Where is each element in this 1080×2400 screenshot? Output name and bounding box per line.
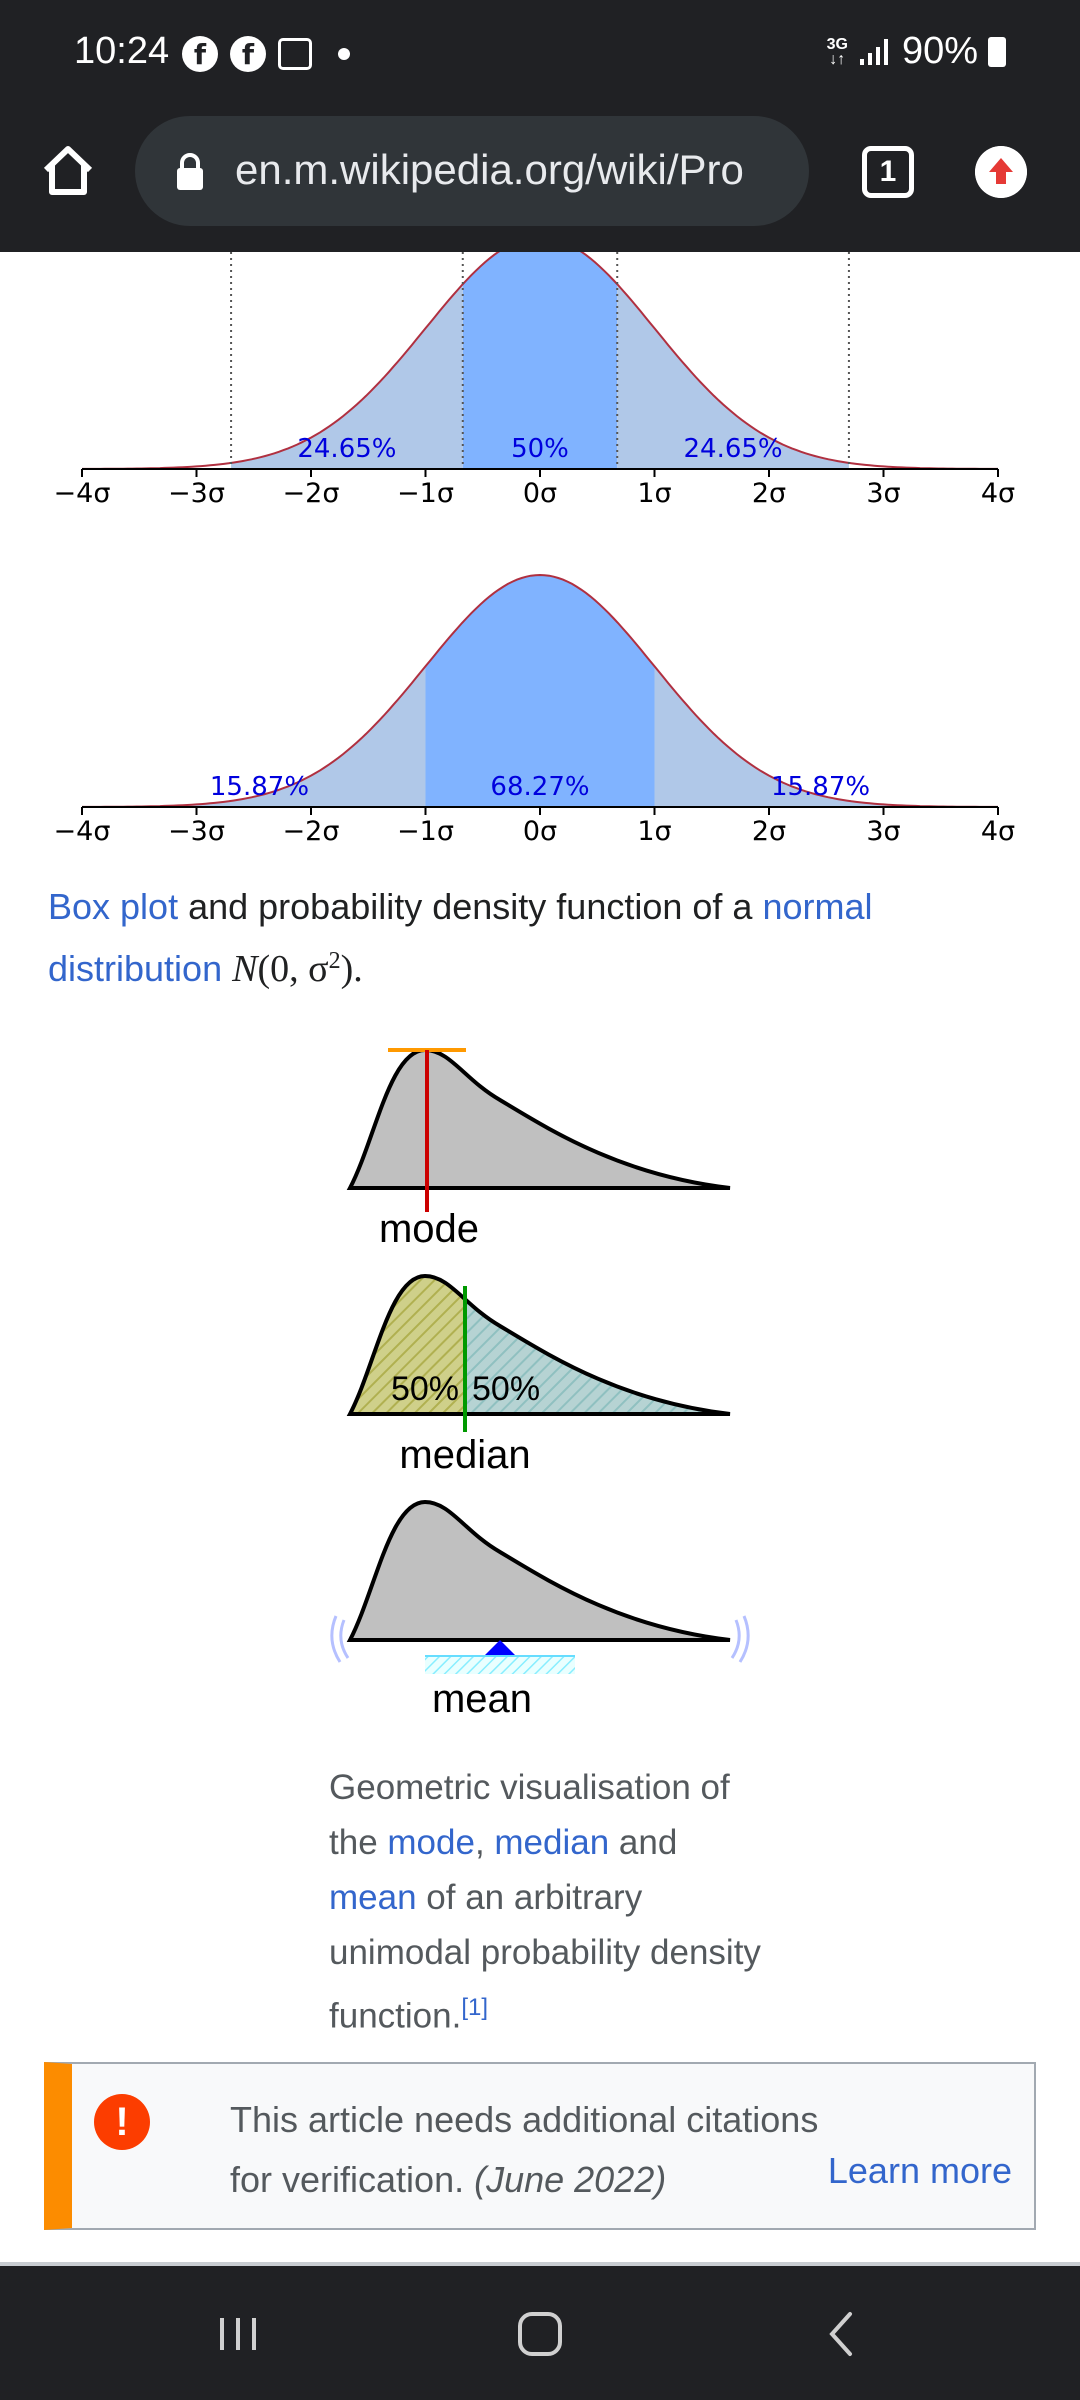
geometric-caption: Geometric visualisation of the mode, med… [329,1760,769,2044]
address-bar[interactable]: en.m.wikipedia.org/wiki/Pro [135,116,809,226]
pdf-curve [82,573,998,808]
pdf-curve [82,252,998,470]
status-bar: 10:24 f f 3G ↓↑ 90% [0,0,1080,110]
home-nav-icon[interactable] [508,2302,572,2366]
math-N: N [232,948,258,990]
region-percent-label: 68.27% [490,772,589,802]
mean-link[interactable]: mean [329,1878,417,1917]
notice-date: (June 2022) [474,2159,667,2200]
x-tick-label: 4σ [981,478,1015,509]
shaded-region [82,666,426,807]
median-right-label: 50% [472,1370,540,1408]
x-tick-label: 2σ [752,478,786,509]
system-icons: 3G ↓↑ 90% [827,30,1006,73]
geo-caption-and: and [609,1823,678,1862]
notification-icons: f f [182,36,350,72]
mean-label: mean [432,1677,532,1721]
x-tick-label: −3σ [168,816,225,847]
region-percent-label: 50% [511,434,569,464]
x-tick-label: −2σ [283,816,340,847]
citation-notice[interactable]: ! This article needs additional citation… [44,2062,1036,2230]
x-tick-label: 4σ [981,816,1015,847]
reference-link[interactable]: [1] [461,1994,488,2021]
mode-median-mean-diagram: mode 50% 50% median mean [330,1047,750,1721]
median-label: median [399,1433,530,1477]
status-time: 10:24 [74,30,170,72]
facebook-icon: f [230,36,266,72]
recent-apps-icon[interactable] [206,2302,270,2366]
geo-caption-end: of an arbitrary unimodal probability den… [329,1878,761,2036]
normal-distribution-quartile-chart: −4σ −3σ −2σ −1σ 0σ 1σ 2σ 3σ 4σ 50% 24.65% 24.65% [54,252,1015,509]
navigation-bar [0,2266,1080,2400]
mode-link[interactable]: mode [387,1823,475,1862]
figure-caption: Box plot and probability density functio… [48,880,1048,996]
x-tick-label: −2σ [283,478,340,509]
exclamation-icon: ! [94,2094,150,2150]
shaded-region [425,575,655,807]
normal-distribution-sigma-chart: −4σ −3σ −2σ −1σ 0σ 1σ 2σ 3σ 4σ 68.27% 15.87% 15.87% [54,573,1015,847]
shaded-region [617,284,849,469]
shaded-region [462,252,618,469]
box-plot-link[interactable]: Box plot [48,886,179,927]
region-percent-label: 15.87% [771,772,870,802]
x-tick-label: −3σ [168,478,225,509]
x-tick-label: −4σ [54,478,111,509]
shaded-region [231,284,463,469]
battery-percent: 90% [901,30,978,72]
signal-icon [859,38,888,65]
x-tick-label: 3σ [866,478,900,509]
url-text[interactable]: en.m.wikipedia.org/wiki/Pro [235,146,744,193]
facebook-icon: f [182,36,218,72]
x-tick-label: 0σ [523,478,557,509]
x-tick-label: 2σ [752,816,786,847]
more-notifications-icon [338,48,350,60]
x-tick-label: 1σ [637,478,671,509]
shaded-region [654,666,998,807]
geo-caption-text: Geometric visualisation of the [329,1768,730,1862]
median-diagram: 50% 50% median [346,1273,731,1477]
x-tick-label: −1σ [397,478,454,509]
region-percent-label: 24.65% [684,434,783,464]
home-icon[interactable] [38,140,98,200]
browser-toolbar: en.m.wikipedia.org/wiki/Pro 1 [0,110,1080,252]
x-tick-label: −4σ [54,816,111,847]
region-percent-label: 24.65% [297,434,396,464]
median-left-label: 50% [391,1370,459,1408]
back-icon[interactable] [810,2302,874,2366]
gallery-icon [278,38,312,70]
x-tick-label: 3σ [866,816,900,847]
network-type-icon: 3G ↓↑ [826,35,848,68]
divider [0,2262,1080,2266]
mode-label: mode [379,1207,479,1251]
tab-switcher-button[interactable]: 1 [862,146,914,198]
normal-distribution-link[interactable]: normal distribution [48,886,873,989]
x-tick-label: −1σ [397,816,454,847]
x-tick-label: 0σ [523,816,557,847]
x-tick-label: 1σ [637,816,671,847]
math-sup: 2 [328,948,341,974]
math-args: (0, σ [257,948,329,990]
update-icon[interactable] [975,146,1027,198]
math-end: ). [340,948,363,990]
median-link[interactable]: median [494,1823,610,1862]
caption-text: and probability density function of a [178,886,763,927]
mean-diagram: mean [330,1499,750,1721]
geo-caption-sep: , [474,1823,495,1862]
battery-icon [988,36,1006,67]
region-percent-label: 15.87% [210,772,309,802]
lock-icon [177,153,203,190]
mode-diagram: mode [346,1047,731,1251]
learn-more-link[interactable]: Learn more [827,2150,1012,2191]
notice-text: This article needs additional citations … [230,2099,819,2200]
